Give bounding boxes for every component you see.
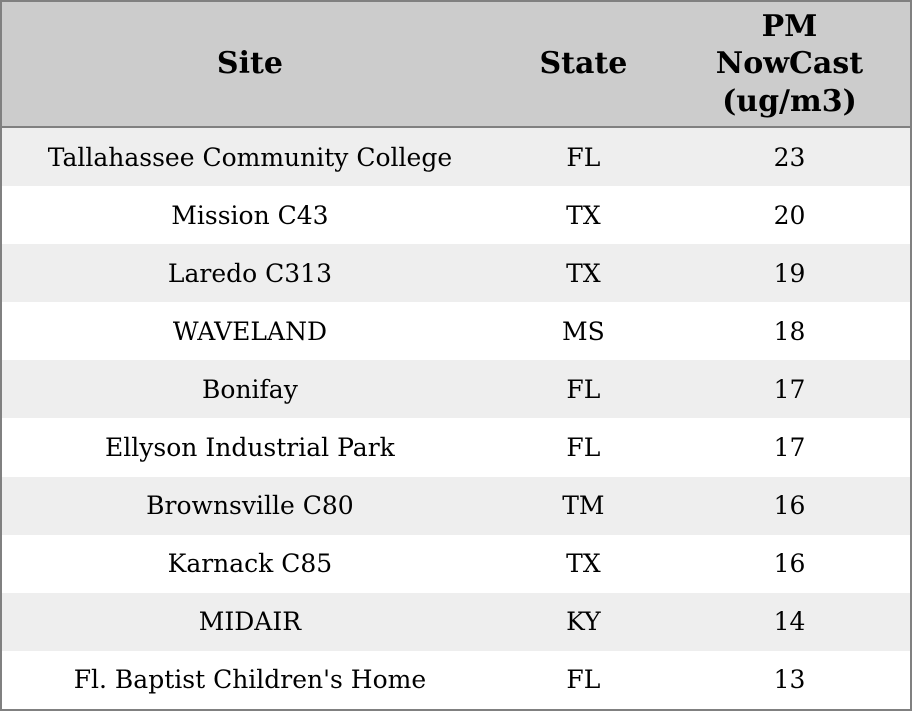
column-header-site: Site [1, 1, 498, 128]
state-cell: FL [566, 665, 601, 695]
pm-value-cell: 23 [773, 142, 806, 172]
table-row: Karnack C85 TX 16 [1, 534, 911, 593]
pm-value-cell: 18 [773, 316, 806, 346]
table-row: Brownsville C80 TM 16 [1, 476, 911, 535]
site-cell: Bonifay [202, 374, 298, 404]
header-row: Site State PM NowCast (ug/m3) [1, 1, 911, 128]
pm-value-cell: 16 [773, 491, 806, 521]
site-cell: Fl. Baptist Children's Home [73, 665, 427, 695]
pm-value-cell: 20 [773, 200, 806, 230]
table-row: Mission C43 TX 20 [1, 186, 911, 245]
pm-value-cell: 17 [773, 374, 806, 404]
table-row: Laredo C313 TX 19 [1, 244, 911, 303]
state-cell: FL [566, 142, 601, 172]
table-body: Tallahassee Community College FL 23 Miss… [1, 127, 911, 710]
table-row: Fl. Baptist Children's Home FL 13 [1, 650, 911, 710]
table-row: MIDAIR KY 14 [1, 592, 911, 651]
state-cell: TX [566, 258, 601, 288]
site-cell: Mission C43 [171, 200, 329, 230]
site-cell: Tallahassee Community College [47, 142, 453, 172]
table-row: Ellyson Industrial Park FL 17 [1, 418, 911, 477]
pm-value-cell: 17 [773, 433, 806, 463]
table-row: Bonifay FL 17 [1, 360, 911, 419]
state-cell: FL [566, 374, 601, 404]
state-cell: MS [562, 316, 605, 346]
state-cell: TX [566, 200, 601, 230]
pm-value-cell: 13 [773, 665, 806, 695]
table-row: Tallahassee Community College FL 23 [1, 127, 911, 187]
pm-value-cell: 16 [773, 549, 806, 579]
pm-value-cell: 14 [773, 607, 806, 637]
state-cell: KY [566, 607, 601, 637]
site-cell: Laredo C313 [167, 258, 332, 288]
site-cell: Brownsville C80 [146, 491, 354, 521]
site-cell: MIDAIR [198, 607, 302, 637]
state-cell: FL [566, 433, 601, 463]
column-header-state: State [497, 1, 669, 128]
state-cell: TX [566, 549, 601, 579]
site-cell: WAVELAND [172, 316, 327, 346]
table-row: WAVELAND MS 18 [1, 302, 911, 361]
state-cell: TM [562, 491, 605, 521]
pm-value-cell: 19 [773, 258, 806, 288]
column-header-pm-nowcast: PM NowCast (ug/m3) [668, 1, 911, 128]
table-header: Site State PM NowCast (ug/m3) [1, 1, 911, 128]
site-cell: Karnack C85 [167, 549, 333, 579]
site-cell: Ellyson Industrial Park [105, 433, 395, 463]
